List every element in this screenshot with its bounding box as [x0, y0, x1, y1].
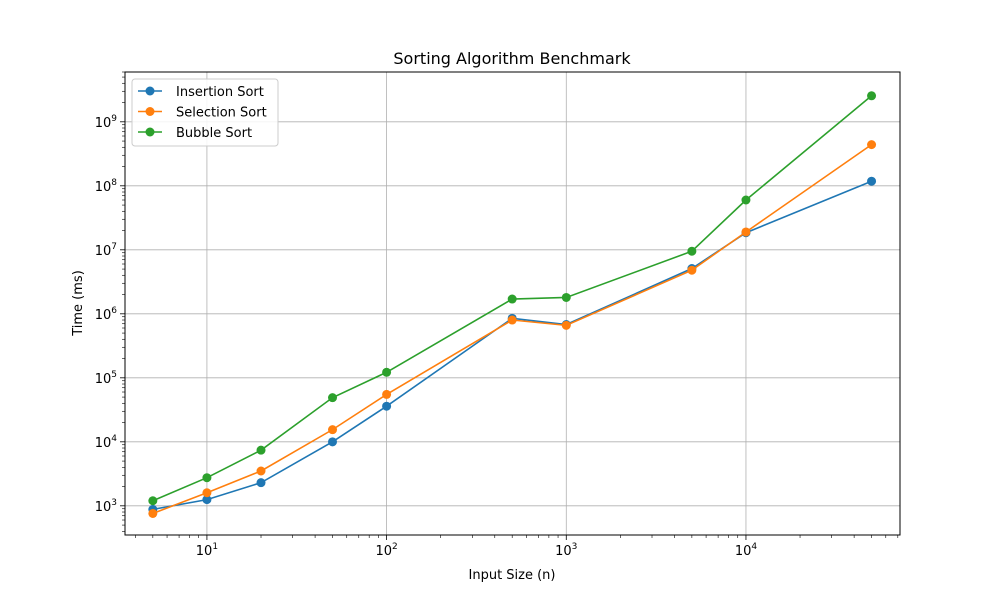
- series-line-bubble-sort: [152, 95, 873, 502]
- y-tick-label: 108: [95, 178, 118, 195]
- data-point-selection-sort: [561, 320, 571, 330]
- y-tick-label: 104: [95, 434, 118, 451]
- data-point-selection-sort: [256, 466, 266, 476]
- data-point-selection-sort: [507, 315, 517, 325]
- data-point-bubble-sort: [202, 473, 212, 483]
- data-point-bubble-sort: [741, 195, 751, 205]
- y-tick-label: 109: [95, 114, 118, 131]
- data-point-insertion-sort: [382, 401, 392, 411]
- legend-swatch-marker: [145, 127, 155, 137]
- legend-swatch-marker: [145, 86, 155, 96]
- data-point-insertion-sort: [867, 176, 877, 186]
- x-tick-label: 101: [196, 542, 218, 559]
- data-point-bubble-sort: [328, 393, 338, 403]
- series-layer: [148, 91, 877, 518]
- y-axis: 103 104 105 106 107 108 109: [95, 71, 125, 532]
- plot-frame: [124, 71, 901, 536]
- legend-item-selection-sort: Selection Sort: [138, 106, 267, 121]
- data-point-selection-sort: [867, 140, 877, 150]
- y-tick-label: 107: [95, 242, 117, 259]
- data-point-selection-sort: [741, 227, 751, 237]
- x-tick-label: 104: [735, 542, 758, 559]
- legend-item-insertion-sort: Insertion Sort: [138, 85, 264, 100]
- data-point-insertion-sort: [202, 495, 212, 505]
- series-line-selection-sort: [152, 143, 873, 515]
- data-point-bubble-sort: [256, 445, 266, 455]
- legend-swatch-marker: [145, 107, 155, 116]
- y-tick-label: 103: [95, 498, 117, 515]
- y-tick-label: 106: [95, 306, 118, 323]
- series-selection-sort: [148, 140, 877, 518]
- data-point-bubble-sort: [507, 294, 517, 304]
- data-point-bubble-sort: [561, 292, 571, 302]
- chart-title: Sorting Algorithm Benchmark: [393, 49, 631, 68]
- legend-label: Selection Sort: [176, 106, 267, 121]
- y-axis-label: Time (ms): [71, 270, 86, 337]
- legend-label: Bubble Sort: [176, 126, 252, 141]
- data-point-bubble-sort: [867, 91, 877, 101]
- x-axis: 101 102 103 104: [135, 535, 899, 559]
- data-point-selection-sort: [328, 425, 338, 435]
- series-insertion-sort: [148, 176, 877, 514]
- legend-label: Insertion Sort: [176, 85, 264, 100]
- legend: Insertion Sort Selection Sort Bubble Sort: [131, 78, 279, 147]
- data-point-bubble-sort: [382, 367, 392, 377]
- data-point-selection-sort: [202, 488, 212, 498]
- x-tick-label: 102: [375, 542, 397, 559]
- data-point-selection-sort: [382, 389, 392, 399]
- series-bubble-sort: [148, 91, 877, 506]
- data-point-insertion-sort: [328, 437, 338, 447]
- data-point-selection-sort: [148, 508, 158, 518]
- legend-box: [131, 78, 279, 147]
- series-line-insertion-sort: [152, 180, 872, 511]
- data-point-insertion-sort: [256, 478, 266, 488]
- y-tick-label: 105: [95, 370, 117, 387]
- legend-item-bubble-sort: Bubble Sort: [138, 126, 252, 141]
- data-point-bubble-sort: [148, 496, 158, 506]
- data-point-bubble-sort: [687, 246, 697, 256]
- x-axis-label: Input Size (n): [469, 568, 556, 583]
- x-tick-label: 103: [555, 542, 577, 559]
- data-point-selection-sort: [687, 265, 697, 275]
